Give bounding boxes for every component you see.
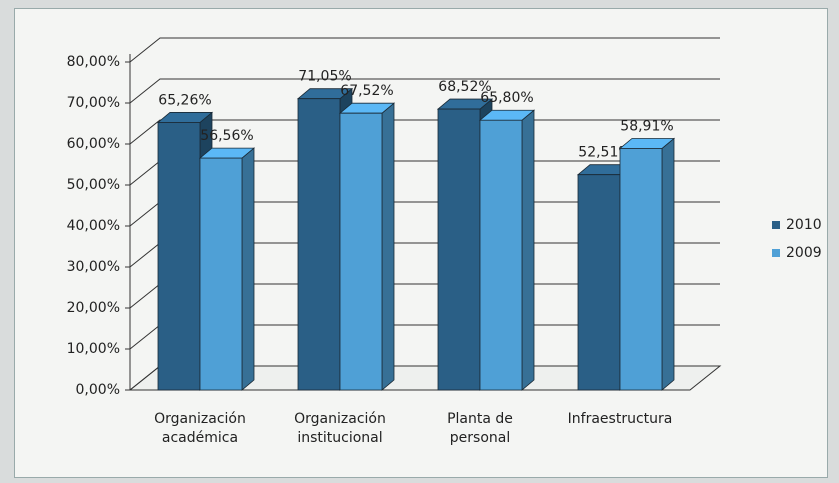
bar-front (619, 148, 663, 391)
bar (338, 102, 396, 391)
data-label: 67,52% (340, 83, 393, 99)
data-label: 58,91% (620, 118, 673, 134)
y-tick-label: 20,00% (67, 300, 120, 316)
bar-side (241, 147, 255, 391)
y-tick-label: 70,00% (67, 95, 120, 111)
grid-line (129, 78, 720, 104)
bar-front (339, 112, 383, 391)
legend-label: 2010 (786, 217, 822, 233)
bar-side (521, 109, 535, 391)
bar-side (661, 137, 675, 391)
y-tick-label: 50,00% (67, 177, 120, 193)
y-tick-label: 60,00% (67, 136, 120, 152)
bar-front (199, 157, 243, 391)
bar-front (297, 98, 341, 391)
x-tick-label: Planta de personal (447, 411, 513, 446)
x-tick-label: Infraestructura (567, 411, 673, 427)
legend-swatch (772, 249, 780, 257)
data-label: 52,51% (578, 145, 631, 161)
bar-front (479, 119, 523, 391)
bar-front (437, 108, 481, 391)
bar-front (577, 174, 621, 391)
x-tick-label: Organización institucional (294, 411, 386, 446)
data-label: 71,05% (298, 69, 351, 85)
bar-side (381, 102, 395, 391)
bar (618, 137, 676, 391)
data-label: 65,26% (158, 92, 211, 108)
data-label: 65,80% (480, 90, 533, 106)
legend-swatch (772, 221, 780, 229)
y-tick-label: 10,00% (67, 341, 120, 357)
y-tick-label: 40,00% (67, 218, 120, 234)
y-tick-label: 80,00% (67, 54, 120, 70)
data-label: 68,52% (438, 79, 491, 95)
y-tick-label: 0,00% (76, 382, 120, 398)
data-label: 56,56% (200, 128, 253, 144)
y-tick-label: 30,00% (67, 259, 120, 275)
bar (478, 109, 536, 391)
x-tick-label: Organización académica (154, 411, 246, 446)
legend-label: 2009 (786, 245, 822, 261)
bar (198, 147, 256, 391)
bar-front (157, 122, 201, 391)
grid-line (129, 37, 720, 63)
